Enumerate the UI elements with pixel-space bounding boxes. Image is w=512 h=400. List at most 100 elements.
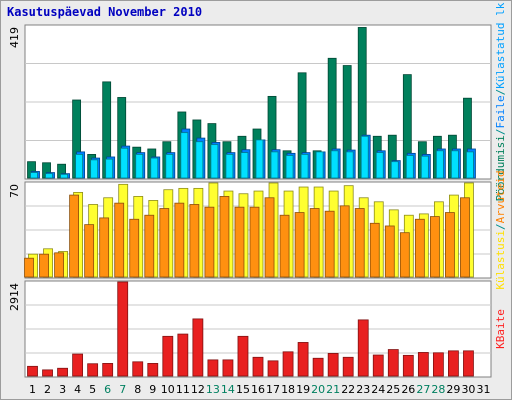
bar-arvuteid bbox=[249, 206, 260, 278]
legend-item: / bbox=[494, 223, 507, 230]
x-tick-label: 23 bbox=[356, 383, 370, 396]
legend-item: Arvuteid bbox=[494, 170, 507, 223]
bar-arvuteid bbox=[399, 232, 410, 278]
bar-k-lastatud-lk bbox=[255, 139, 264, 179]
bar-k-lastatud-lk bbox=[466, 151, 474, 179]
x-tick-label: 18 bbox=[281, 383, 295, 396]
bar-arvuteid bbox=[99, 217, 110, 278]
x-tick-label: 30 bbox=[461, 383, 475, 396]
bar-k-lastatud-lk bbox=[90, 159, 99, 179]
bar-kbaite bbox=[387, 349, 399, 377]
bar-kbaite bbox=[463, 350, 474, 377]
bar-arvuteid bbox=[204, 206, 215, 278]
bar-k-lastatud-lk bbox=[30, 172, 38, 179]
legend-item: Faile bbox=[494, 95, 507, 128]
bar-arvuteid bbox=[264, 197, 275, 278]
bar-arvuteid bbox=[39, 253, 49, 278]
x-tick-label: 26 bbox=[401, 383, 415, 396]
page-title: Kasutuspäevad November 2010 bbox=[7, 5, 203, 19]
bar-k-lastatud-lk bbox=[330, 150, 339, 179]
x-tick-label: 14 bbox=[221, 383, 235, 396]
bar-k-lastatud-lk bbox=[165, 154, 174, 179]
x-tick-label: 31 bbox=[476, 383, 490, 396]
bar-kbaite bbox=[177, 333, 189, 377]
bar-kbaite bbox=[402, 354, 414, 377]
bar-kbaite bbox=[357, 319, 369, 377]
x-tick-label: 1 bbox=[29, 383, 36, 396]
x-tick-label: 15 bbox=[236, 383, 250, 396]
bar-kbaite bbox=[162, 335, 174, 377]
bar-k-lastatud-lk bbox=[135, 154, 144, 179]
x-tick-label: 13 bbox=[206, 383, 220, 396]
bar-kbaite bbox=[27, 365, 38, 377]
bar-arvuteid bbox=[129, 218, 140, 278]
bar-arvuteid bbox=[174, 202, 185, 278]
x-tick-label: 22 bbox=[341, 383, 355, 396]
kbytes-panel: 2914 KBaite bbox=[8, 280, 507, 378]
bar-kbaite bbox=[192, 318, 204, 377]
bar-kbaite bbox=[297, 342, 309, 377]
x-tick-label: 20 bbox=[311, 383, 325, 396]
x-tick-label: 8 bbox=[134, 383, 141, 396]
bar-k-lastatud-lk bbox=[420, 155, 429, 179]
bar-kbaite bbox=[372, 354, 384, 377]
y-max-label: 419 bbox=[8, 27, 21, 48]
bar-arvuteid bbox=[144, 214, 155, 278]
bar-arvuteid bbox=[189, 204, 200, 278]
x-tick-label: 24 bbox=[371, 383, 385, 396]
bar-k-lastatud-lk bbox=[390, 161, 399, 179]
bar-arvuteid bbox=[69, 194, 80, 278]
bar-kbaite bbox=[87, 363, 99, 377]
bar-kbaite bbox=[417, 352, 429, 377]
bar-arvuteid bbox=[354, 208, 365, 278]
legend-item: Külastusi bbox=[494, 230, 507, 290]
bar-k-lastatud-lk bbox=[451, 150, 459, 179]
bar-k-lastatud-lk bbox=[120, 147, 129, 179]
bar-kbaite bbox=[448, 350, 459, 377]
x-tick-label: 4 bbox=[74, 383, 81, 396]
legend-label: Pöördumisi/Faile/Külastatud lk bbox=[494, 2, 507, 201]
bar-k-lastatud-lk bbox=[105, 158, 114, 179]
bar-kbaite bbox=[432, 352, 444, 377]
x-tick-label: 12 bbox=[191, 383, 205, 396]
bar-k-lastatud-lk bbox=[210, 144, 219, 179]
bar-k-lastatud-lk bbox=[285, 155, 294, 179]
x-tick-label: 9 bbox=[149, 383, 156, 396]
bar-k-lastatud-lk bbox=[435, 150, 444, 179]
bar-arvuteid bbox=[309, 208, 320, 278]
x-tick-label: 27 bbox=[416, 383, 430, 396]
bar-kbaite bbox=[222, 359, 234, 377]
bar-kbaite bbox=[252, 356, 264, 377]
x-tick-label: 3 bbox=[59, 383, 66, 396]
legend-label: KBaite bbox=[494, 309, 507, 349]
x-tick-label: 5 bbox=[89, 383, 96, 396]
x-tick-label: 6 bbox=[104, 383, 111, 396]
bar-k-lastatud-lk bbox=[375, 152, 384, 179]
bar-k-lastatud-lk bbox=[270, 151, 279, 179]
bar-kbaite bbox=[117, 281, 129, 377]
bar-k-lastatud-lk bbox=[180, 132, 189, 179]
bar-arvuteid bbox=[219, 196, 230, 278]
bar-k-lastatud-lk bbox=[45, 173, 53, 179]
bar-arvuteid bbox=[369, 222, 380, 278]
bar-kbaite bbox=[342, 356, 354, 377]
bar-arvuteid bbox=[324, 210, 335, 278]
bar-kbaite bbox=[132, 361, 144, 377]
bar-k-lastatud-lk bbox=[150, 157, 159, 179]
bar-arvuteid bbox=[159, 208, 170, 278]
x-tick-label: 2 bbox=[44, 383, 51, 396]
bar-k-lastatud-lk bbox=[345, 151, 354, 179]
bar-kbaite bbox=[72, 353, 84, 377]
bar-arvuteid bbox=[234, 206, 245, 278]
x-tick-label: 17 bbox=[266, 383, 280, 396]
x-tick-label: 21 bbox=[326, 383, 340, 396]
bar-k-lastatud-lk bbox=[60, 173, 68, 179]
hits-files-pages-panel: 419 Pöördumisi/Faile/Külastatud lk bbox=[8, 2, 507, 201]
x-tick-label: 28 bbox=[431, 383, 445, 396]
bar-kbaite bbox=[147, 363, 159, 377]
legend-item: / bbox=[494, 89, 507, 96]
bar-arvuteid bbox=[54, 252, 64, 278]
bar-kbaite bbox=[312, 357, 324, 377]
bar-arvuteid bbox=[384, 225, 395, 278]
